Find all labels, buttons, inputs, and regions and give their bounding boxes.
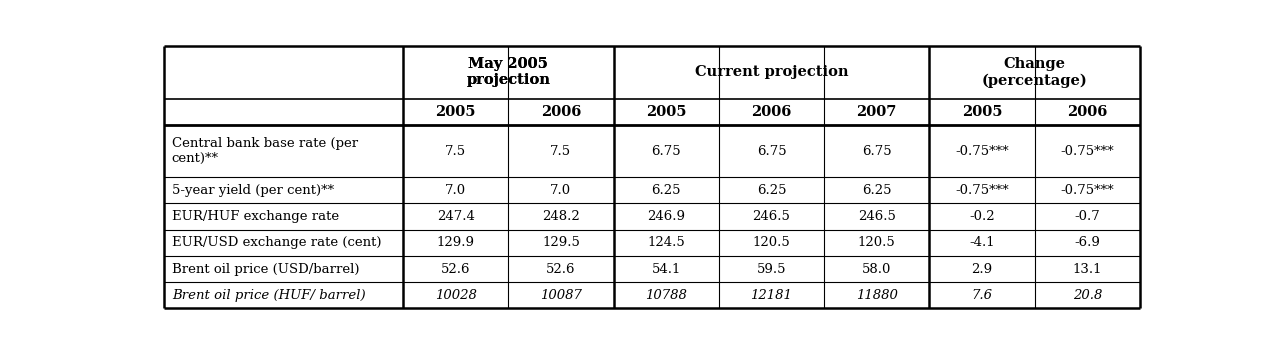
- Text: May 2005
projection: May 2005 projection: [467, 57, 551, 87]
- Text: 246.9: 246.9: [647, 210, 686, 223]
- Text: -0.75***: -0.75***: [955, 184, 1009, 197]
- Text: -0.2: -0.2: [969, 210, 995, 223]
- Text: 2006: 2006: [1067, 105, 1108, 119]
- Text: 10087: 10087: [541, 289, 581, 302]
- Text: 7.0: 7.0: [551, 184, 571, 197]
- Text: 10028: 10028: [435, 289, 477, 302]
- Text: 7.0: 7.0: [445, 184, 467, 197]
- Text: 58.0: 58.0: [862, 263, 892, 276]
- Text: -6.9: -6.9: [1075, 236, 1100, 249]
- Text: 120.5: 120.5: [857, 236, 895, 249]
- Text: 13.1: 13.1: [1072, 263, 1102, 276]
- Text: 129.5: 129.5: [542, 236, 580, 249]
- Text: 52.6: 52.6: [546, 263, 576, 276]
- Text: EUR/HUF exchange rate: EUR/HUF exchange rate: [172, 210, 338, 223]
- Text: Brent oil price (HUF/ barrel): Brent oil price (HUF/ barrel): [172, 289, 365, 302]
- Text: -4.1: -4.1: [969, 236, 995, 249]
- Text: 20.8: 20.8: [1072, 289, 1102, 302]
- Text: May 2005
projection: May 2005 projection: [467, 57, 551, 87]
- Text: 129.9: 129.9: [436, 236, 474, 249]
- Text: -0.7: -0.7: [1075, 210, 1100, 223]
- Text: 6.75: 6.75: [862, 145, 892, 158]
- Text: 6.25: 6.25: [757, 184, 786, 197]
- Text: 248.2: 248.2: [542, 210, 580, 223]
- Text: 11880: 11880: [856, 289, 898, 302]
- Text: 247.4: 247.4: [436, 210, 474, 223]
- Text: 2006: 2006: [752, 105, 791, 119]
- Text: 120.5: 120.5: [753, 236, 790, 249]
- Text: Central bank base rate (per
cent)**: Central bank base rate (per cent)**: [172, 137, 357, 165]
- Text: 6.25: 6.25: [862, 184, 892, 197]
- Text: 2006: 2006: [541, 105, 581, 119]
- Text: 2.9: 2.9: [972, 263, 992, 276]
- Text: 7.6: 7.6: [972, 289, 992, 302]
- Text: 124.5: 124.5: [647, 236, 686, 249]
- Text: 6.75: 6.75: [651, 145, 681, 158]
- Text: 2005: 2005: [435, 105, 476, 119]
- Text: 52.6: 52.6: [441, 263, 471, 276]
- Text: -0.75***: -0.75***: [955, 145, 1009, 158]
- Text: -0.75***: -0.75***: [1061, 184, 1114, 197]
- Text: 2005: 2005: [962, 105, 1002, 119]
- Text: Current projection: Current projection: [695, 65, 848, 79]
- Text: Change
(percentage): Change (percentage): [982, 57, 1088, 88]
- Text: 5-year yield (per cent)**: 5-year yield (per cent)**: [172, 184, 335, 197]
- Text: 10788: 10788: [645, 289, 687, 302]
- Text: 246.5: 246.5: [753, 210, 790, 223]
- Text: 6.25: 6.25: [651, 184, 681, 197]
- Text: -0.75***: -0.75***: [1061, 145, 1114, 158]
- Text: 7.5: 7.5: [551, 145, 571, 158]
- Text: 2007: 2007: [856, 105, 897, 119]
- Text: 54.1: 54.1: [651, 263, 681, 276]
- Text: 12181: 12181: [750, 289, 792, 302]
- Text: Brent oil price (USD/barrel): Brent oil price (USD/barrel): [172, 263, 359, 276]
- Text: EUR/USD exchange rate (cent): EUR/USD exchange rate (cent): [172, 236, 382, 249]
- Text: 2005: 2005: [646, 105, 687, 119]
- Text: 59.5: 59.5: [757, 263, 786, 276]
- Text: 246.5: 246.5: [857, 210, 895, 223]
- Text: 6.75: 6.75: [757, 145, 786, 158]
- Text: 7.5: 7.5: [445, 145, 467, 158]
